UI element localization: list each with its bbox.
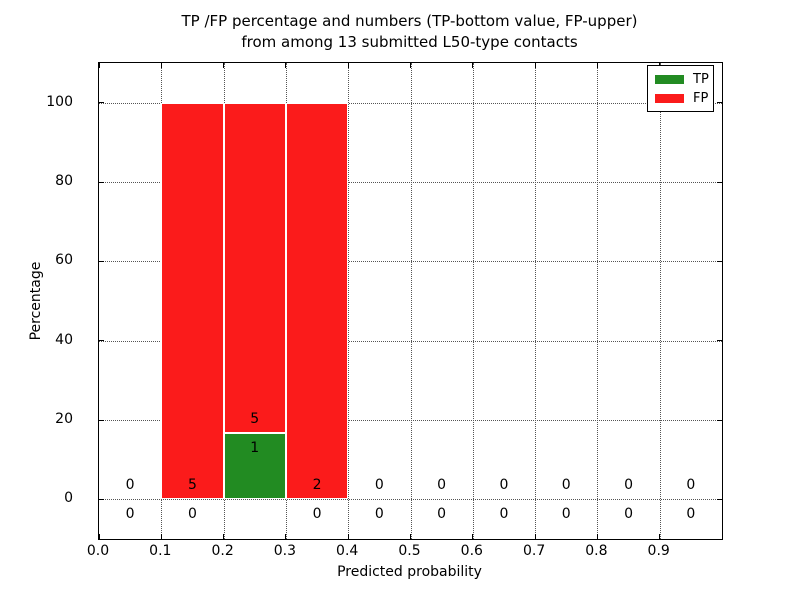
- x-tick-label: 0.4: [336, 543, 359, 559]
- x-tick-top: [160, 63, 162, 68]
- y-axis-label: Percentage: [28, 261, 44, 341]
- x-tick-top: [347, 63, 349, 68]
- y-tick-label: 40: [55, 331, 73, 348]
- y-tick-left: [99, 419, 104, 421]
- x-tick-bottom: [472, 534, 474, 539]
- x-tick-label: 0.1: [149, 543, 172, 559]
- fp-count-label: 0: [624, 477, 634, 494]
- x-tick-label: 0.2: [211, 543, 234, 559]
- y-tick-label: 0: [64, 490, 73, 507]
- chart-title: TP /FP percentage and numbers (TP-bottom…: [98, 11, 721, 53]
- x-tick-top: [472, 63, 474, 68]
- tp-count-label: 0: [437, 506, 447, 522]
- y-tick-left: [99, 181, 104, 183]
- x-tick-top: [410, 63, 411, 68]
- fp-bar: [223, 102, 286, 434]
- legend-entry-fp: FP: [655, 90, 709, 106]
- chart-title-line1: TP /FP percentage and numbers (TP-bottom…: [181, 12, 638, 30]
- y-tick-label: 20: [55, 411, 73, 427]
- fp-color-swatch: [655, 93, 684, 103]
- x-tick-label: 0.7: [522, 543, 546, 559]
- v-gridline: [535, 63, 537, 539]
- fp-bar: [161, 102, 224, 500]
- y-tick-right: [717, 340, 722, 342]
- x-tick-bottom: [534, 534, 536, 539]
- tp-bar: [223, 433, 286, 500]
- x-tick-bottom: [285, 534, 287, 539]
- fp-count-label: 0: [561, 477, 571, 494]
- fp-count-label: 5: [187, 477, 197, 494]
- legend: TP FP: [647, 65, 714, 112]
- x-tick-bottom: [410, 534, 411, 539]
- tp-count-label: 0: [686, 506, 696, 522]
- y-tick-left: [99, 102, 104, 104]
- tp-count-label: 0: [187, 506, 197, 522]
- y-tick-label: 80: [55, 173, 73, 189]
- tp-count-label: 1: [250, 439, 260, 456]
- y-tick-label: 60: [55, 252, 73, 269]
- x-tick-top: [223, 63, 225, 68]
- fp-count-label: 0: [374, 477, 384, 494]
- plot-area: 0 0 5 0 5 1 2 0 0 0 0 0 0 0 0 0 0 0 0 0: [98, 62, 723, 540]
- tp-count-label: 0: [624, 506, 634, 522]
- y-tick-right: [717, 102, 722, 104]
- v-gridline: [472, 63, 474, 539]
- legend-label-tp: TP: [693, 71, 709, 87]
- fp-count-label: 5: [250, 410, 260, 427]
- x-tick-label: 0.8: [585, 543, 608, 559]
- x-tick-bottom: [596, 534, 598, 539]
- x-tick-bottom: [160, 534, 162, 539]
- x-tick-label: 0.6: [460, 543, 483, 559]
- fp-count-label: 0: [686, 477, 696, 494]
- x-tick-label: 0.5: [398, 543, 421, 559]
- x-tick-bottom: [347, 534, 349, 539]
- tp-count-label: 0: [561, 506, 571, 522]
- y-tick-right: [717, 260, 722, 262]
- x-tick-label: 0.3: [273, 543, 297, 559]
- x-tick-top: [534, 63, 536, 68]
- chart-title-line2: from among 13 submitted L50-type contact…: [241, 33, 578, 51]
- fp-count-label: 0: [499, 477, 509, 494]
- tp-count-label: 0: [312, 506, 322, 522]
- tp-count-label: 0: [374, 506, 384, 522]
- x-tick-top: [596, 63, 598, 68]
- y-tick-left: [99, 340, 104, 342]
- x-tick-label: 0.0: [86, 543, 110, 559]
- v-gridline: [348, 63, 350, 539]
- x-tick-top: [98, 63, 100, 68]
- y-tick-right: [717, 498, 722, 500]
- x-tick-bottom: [98, 534, 100, 539]
- x-tick-top: [285, 63, 287, 68]
- y-tick-right: [717, 181, 722, 183]
- y-tick-left: [99, 260, 104, 262]
- v-gridline: [410, 63, 412, 539]
- fp-count-label: 2: [312, 477, 322, 494]
- fp-count-label: 0: [125, 477, 135, 494]
- legend-entry-tp: TP: [655, 71, 709, 87]
- fp-count-label: 0: [437, 477, 447, 494]
- tp-color-swatch: [655, 74, 684, 84]
- v-gridline: [659, 63, 661, 539]
- tp-count-label: 0: [125, 506, 135, 522]
- legend-label-fp: FP: [693, 90, 709, 106]
- v-gridline: [597, 63, 599, 539]
- x-axis-label: Predicted probability: [337, 564, 482, 580]
- x-tick-bottom: [223, 534, 225, 539]
- x-tick-bottom: [659, 534, 661, 539]
- x-tick-label: 0.9: [647, 543, 670, 559]
- fp-bar: [285, 102, 349, 500]
- y-tick-label: 100: [46, 93, 73, 110]
- y-tick-left: [99, 498, 104, 500]
- tp-count-label: 0: [499, 506, 509, 522]
- y-tick-right: [717, 419, 722, 421]
